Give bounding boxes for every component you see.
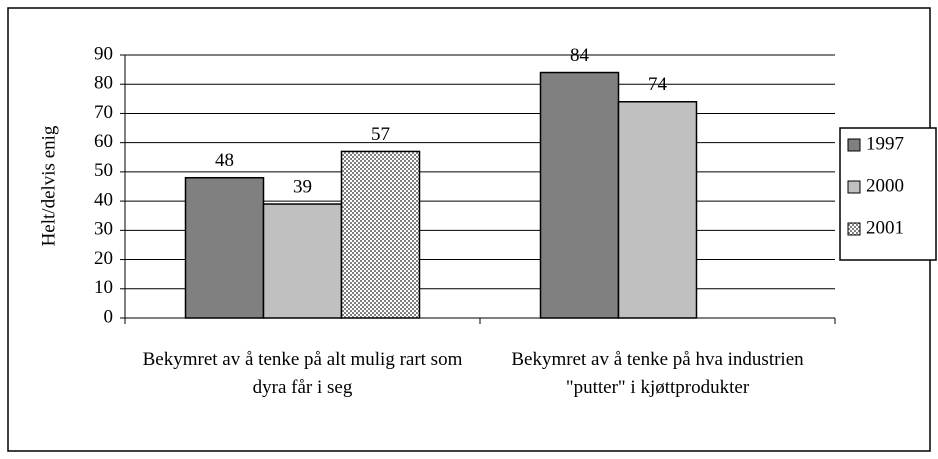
legend-swatch bbox=[847, 180, 861, 194]
bar bbox=[340, 150, 421, 319]
y-tick-label: 50 bbox=[94, 160, 113, 181]
legend-label: 2000 bbox=[866, 175, 904, 196]
legend-label: 1997 bbox=[866, 133, 904, 154]
bar bbox=[262, 203, 343, 319]
bar bbox=[539, 71, 620, 319]
y-tick-label: 0 bbox=[104, 306, 114, 327]
y-tick-label: 70 bbox=[94, 102, 113, 123]
y-tick-label: 80 bbox=[94, 73, 113, 94]
legend-swatch bbox=[847, 222, 861, 236]
x-tick-label: Bekymret av å tenke på hva industrien "p… bbox=[511, 349, 804, 398]
y-tick-label: 10 bbox=[94, 277, 113, 298]
data-label: 84 bbox=[570, 45, 590, 66]
y-tick-label: 40 bbox=[94, 189, 113, 210]
data-label: 57 bbox=[371, 124, 390, 145]
x-tick-label: Bekymret av å tenke på alt mulig rart so… bbox=[142, 349, 463, 398]
legend-swatch bbox=[847, 138, 861, 152]
y-tick-label: 20 bbox=[94, 248, 113, 269]
data-label: 39 bbox=[293, 176, 312, 197]
data-label: 74 bbox=[648, 74, 668, 95]
legend-label: 2001 bbox=[866, 217, 904, 238]
y-tick-label: 60 bbox=[94, 131, 113, 152]
data-label: 48 bbox=[215, 150, 234, 171]
bar bbox=[184, 176, 265, 319]
y-tick-label: 90 bbox=[94, 43, 113, 64]
bar bbox=[617, 101, 698, 319]
y-axis-label: Helt/delvis enig bbox=[38, 125, 59, 246]
y-tick-label: 30 bbox=[94, 219, 113, 240]
